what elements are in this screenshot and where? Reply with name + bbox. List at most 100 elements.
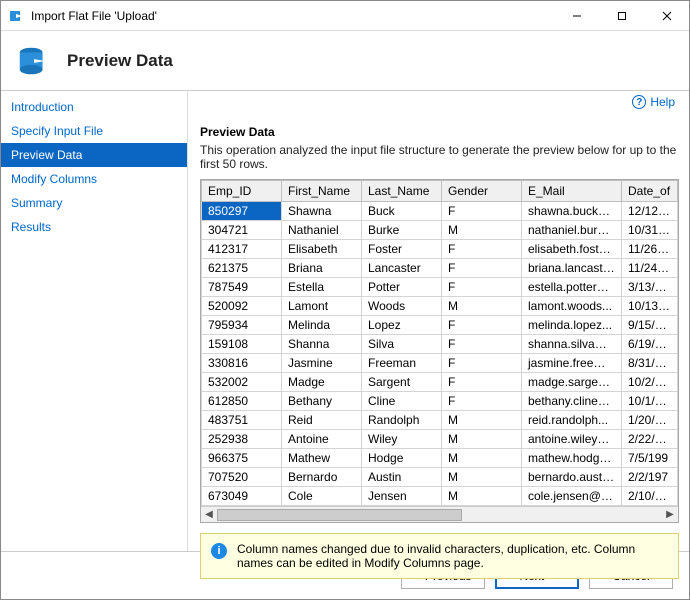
table-cell[interactable]: Madge [282,373,362,392]
table-cell[interactable]: Randolph [362,411,442,430]
scroll-left-icon[interactable]: ◀ [201,507,217,523]
col-header[interactable]: Emp_ID [202,181,282,202]
table-cell[interactable]: 966375 [202,449,282,468]
table-row[interactable]: 612850BethanyClineFbethany.cline@...10/1… [202,392,678,411]
table-cell[interactable]: Woods [362,297,442,316]
table-cell[interactable]: 6/19/199 [622,335,678,354]
table-cell[interactable]: Jasmine [282,354,362,373]
table-cell[interactable]: nathaniel.burke... [522,221,622,240]
col-header[interactable]: Last_Name [362,181,442,202]
table-cell[interactable]: 10/1/198 [622,392,678,411]
table-row[interactable]: 966375MathewHodgeMmathew.hodge...7/5/199 [202,449,678,468]
table-cell[interactable]: 330816 [202,354,282,373]
table-cell[interactable]: 795934 [202,316,282,335]
table-row[interactable]: 252938AntoineWileyMantoine.wiley@...2/22… [202,430,678,449]
table-cell[interactable]: 520092 [202,297,282,316]
table-cell[interactable]: Cole [282,487,362,506]
sidebar-item-results[interactable]: Results [1,215,187,239]
sidebar-item-modify-columns[interactable]: Modify Columns [1,167,187,191]
col-header[interactable]: First_Name [282,181,362,202]
table-cell[interactable]: 11/24/19 [622,259,678,278]
sidebar-item-introduction[interactable]: Introduction [1,95,187,119]
table-row[interactable]: 412317ElisabethFosterFelisabeth.foster..… [202,240,678,259]
table-cell[interactable]: 159108 [202,335,282,354]
table-cell[interactable]: Bethany [282,392,362,411]
table-row[interactable]: 532002MadgeSargentFmadge.sargent...10/2/… [202,373,678,392]
maximize-button[interactable] [599,1,644,30]
table-cell[interactable]: 2/22/199 [622,430,678,449]
table-cell[interactable]: 12/12/19 [622,202,678,221]
table-cell[interactable]: F [442,240,522,259]
table-cell[interactable]: M [442,449,522,468]
table-row[interactable]: 304721NathanielBurkeMnathaniel.burke...1… [202,221,678,240]
table-cell[interactable]: Elisabeth [282,240,362,259]
table-cell[interactable]: Melinda [282,316,362,335]
table-cell[interactable]: Buck [362,202,442,221]
table-cell[interactable]: Nathaniel [282,221,362,240]
help-link[interactable]: ? Help [632,95,675,109]
table-cell[interactable]: Hodge [362,449,442,468]
sidebar-item-summary[interactable]: Summary [1,191,187,215]
table-cell[interactable]: elisabeth.foster... [522,240,622,259]
table-cell[interactable]: Bernardo [282,468,362,487]
table-cell[interactable]: 304721 [202,221,282,240]
table-cell[interactable]: madge.sargent... [522,373,622,392]
table-cell[interactable]: F [442,202,522,221]
table-cell[interactable]: F [442,316,522,335]
table-cell[interactable]: Burke [362,221,442,240]
sidebar-item-preview-data[interactable]: Preview Data [1,143,187,167]
table-cell[interactable]: Briana [282,259,362,278]
table-cell[interactable]: Potter [362,278,442,297]
table-cell[interactable]: Lopez [362,316,442,335]
table-cell[interactable]: M [442,487,522,506]
table-cell[interactable]: 673049 [202,487,282,506]
table-cell[interactable]: Silva [362,335,442,354]
table-cell[interactable]: 10/2/199 [622,373,678,392]
table-cell[interactable]: cole.jensen@ao... [522,487,622,506]
horizontal-scrollbar[interactable]: ◀ ▶ [201,506,678,522]
table-cell[interactable]: lamont.woods... [522,297,622,316]
table-cell[interactable]: 10/13/19 [622,297,678,316]
table-cell[interactable]: jasmine.freema... [522,354,622,373]
table-cell[interactable]: 483751 [202,411,282,430]
table-cell[interactable]: 2/2/197 [622,468,678,487]
table-cell[interactable]: estella.potter@... [522,278,622,297]
table-row[interactable]: 795934MelindaLopezFmelinda.lopez...9/15/… [202,316,678,335]
table-cell[interactable]: 2/10/199 [622,487,678,506]
table-cell[interactable]: Reid [282,411,362,430]
table-cell[interactable]: 412317 [202,240,282,259]
table-cell[interactable]: briana.lancaster... [522,259,622,278]
table-cell[interactable]: Sargent [362,373,442,392]
table-cell[interactable]: F [442,354,522,373]
col-header[interactable]: Date_of [622,181,678,202]
table-cell[interactable]: 9/15/198 [622,316,678,335]
table-row[interactable]: 330816JasmineFreemanFjasmine.freema...8/… [202,354,678,373]
table-cell[interactable]: 707520 [202,468,282,487]
table-cell[interactable]: 787549 [202,278,282,297]
scroll-track[interactable] [217,507,662,522]
table-cell[interactable]: 532002 [202,373,282,392]
table-row[interactable]: 850297ShawnaBuckFshawna.buck@...12/12/19 [202,202,678,221]
table-cell[interactable]: F [442,373,522,392]
table-row[interactable]: 787549EstellaPotterFestella.potter@...3/… [202,278,678,297]
table-cell[interactable]: 8/31/199 [622,354,678,373]
table-cell[interactable]: 1/20/198 [622,411,678,430]
table-cell[interactable]: Shawna [282,202,362,221]
table-cell[interactable]: antoine.wiley@... [522,430,622,449]
table-cell[interactable]: Lamont [282,297,362,316]
table-cell[interactable]: Jensen [362,487,442,506]
table-row[interactable]: 673049ColeJensenMcole.jensen@ao...2/10/1… [202,487,678,506]
table-cell[interactable]: Wiley [362,430,442,449]
col-header[interactable]: Gender [442,181,522,202]
table-cell[interactable]: Estella [282,278,362,297]
table-cell[interactable]: F [442,278,522,297]
table-cell[interactable]: 11/26/19 [622,240,678,259]
scroll-right-icon[interactable]: ▶ [662,507,678,523]
table-cell[interactable]: melinda.lopez... [522,316,622,335]
table-cell[interactable]: 10/31/19 [622,221,678,240]
table-cell[interactable]: Freeman [362,354,442,373]
table-row[interactable]: 707520BernardoAustinMbernardo.austin...2… [202,468,678,487]
table-cell[interactable]: M [442,297,522,316]
table-cell[interactable]: shanna.silva@g... [522,335,622,354]
col-header[interactable]: E_Mail [522,181,622,202]
